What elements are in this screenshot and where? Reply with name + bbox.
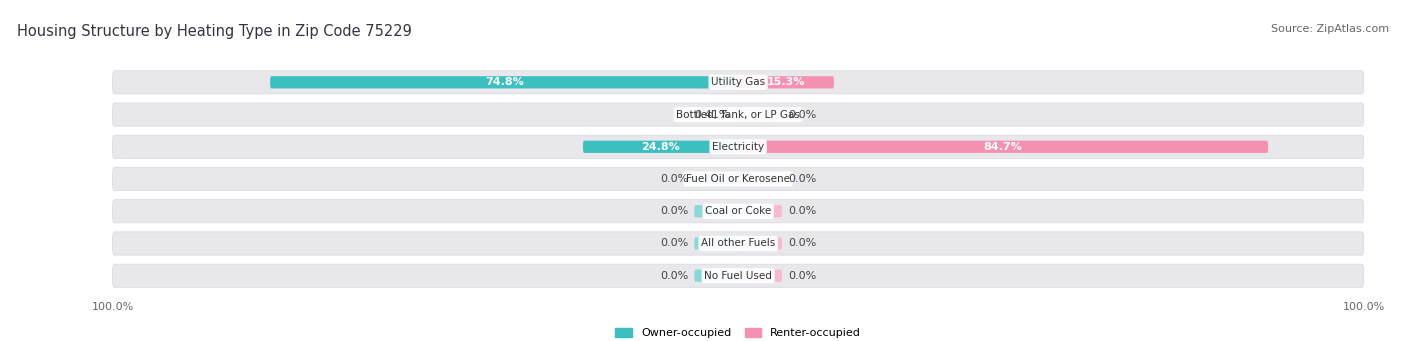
FancyBboxPatch shape <box>112 232 1364 255</box>
Text: No Fuel Used: No Fuel Used <box>704 271 772 281</box>
Text: 0.0%: 0.0% <box>789 206 817 216</box>
FancyBboxPatch shape <box>738 76 834 88</box>
FancyBboxPatch shape <box>112 71 1364 94</box>
FancyBboxPatch shape <box>738 237 782 250</box>
Text: 74.8%: 74.8% <box>485 77 523 87</box>
Text: 0.0%: 0.0% <box>789 174 817 184</box>
Text: Source: ZipAtlas.com: Source: ZipAtlas.com <box>1271 24 1389 34</box>
FancyBboxPatch shape <box>112 167 1364 191</box>
Text: 0.0%: 0.0% <box>659 271 688 281</box>
Text: 0.0%: 0.0% <box>789 109 817 120</box>
FancyBboxPatch shape <box>695 270 738 282</box>
FancyBboxPatch shape <box>583 141 738 153</box>
Text: 84.7%: 84.7% <box>984 142 1022 152</box>
Text: 0.0%: 0.0% <box>659 174 688 184</box>
FancyBboxPatch shape <box>112 103 1364 126</box>
Text: 0.41%: 0.41% <box>695 109 730 120</box>
Text: 0.0%: 0.0% <box>659 238 688 249</box>
FancyBboxPatch shape <box>738 270 782 282</box>
Text: Coal or Coke: Coal or Coke <box>704 206 772 216</box>
Text: 0.0%: 0.0% <box>659 206 688 216</box>
FancyBboxPatch shape <box>738 173 782 185</box>
FancyBboxPatch shape <box>738 108 782 121</box>
FancyBboxPatch shape <box>738 141 1268 153</box>
FancyBboxPatch shape <box>695 173 738 185</box>
Text: 0.0%: 0.0% <box>789 271 817 281</box>
FancyBboxPatch shape <box>112 135 1364 159</box>
Text: 0.0%: 0.0% <box>789 238 817 249</box>
Legend: Owner-occupied, Renter-occupied: Owner-occupied, Renter-occupied <box>612 324 865 341</box>
FancyBboxPatch shape <box>738 205 782 217</box>
Text: Bottled, Tank, or LP Gas: Bottled, Tank, or LP Gas <box>676 109 800 120</box>
FancyBboxPatch shape <box>735 108 738 121</box>
Text: Electricity: Electricity <box>711 142 765 152</box>
FancyBboxPatch shape <box>695 205 738 217</box>
FancyBboxPatch shape <box>112 264 1364 287</box>
FancyBboxPatch shape <box>270 76 738 88</box>
Text: Housing Structure by Heating Type in Zip Code 75229: Housing Structure by Heating Type in Zip… <box>17 24 412 39</box>
Text: All other Fuels: All other Fuels <box>702 238 775 249</box>
Text: Fuel Oil or Kerosene: Fuel Oil or Kerosene <box>686 174 790 184</box>
FancyBboxPatch shape <box>695 237 738 250</box>
Text: 24.8%: 24.8% <box>641 142 681 152</box>
FancyBboxPatch shape <box>112 199 1364 223</box>
Text: 15.3%: 15.3% <box>766 77 806 87</box>
Text: Utility Gas: Utility Gas <box>711 77 765 87</box>
